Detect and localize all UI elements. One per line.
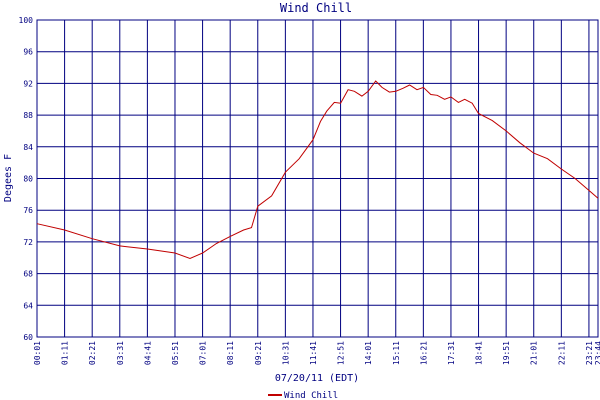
x-tick-label: 14:01: [364, 341, 373, 365]
y-tick-label: 92: [23, 79, 33, 88]
x-tick-label: 11:41: [309, 341, 318, 365]
x-tick-label: 00:01: [33, 341, 42, 365]
x-tick-label: 21:01: [530, 341, 539, 365]
y-tick-label: 60: [23, 333, 33, 342]
y-tick-label: 88: [23, 111, 33, 120]
y-tick-label: 80: [23, 175, 33, 184]
y-tick-label: 100: [19, 16, 34, 25]
legend-label: Wind Chill: [284, 391, 338, 400]
x-tick-label: 03:31: [116, 341, 125, 365]
x-tick-label: 02:21: [88, 341, 97, 365]
x-tick-label: 17:31: [447, 341, 456, 365]
y-tick-label: 72: [23, 238, 33, 247]
data-line: [36, 80, 599, 260]
x-tick-label: 16:21: [419, 341, 428, 365]
x-tick-label: 08:11: [226, 341, 235, 365]
x-tick-label: 18:41: [475, 341, 484, 365]
y-axis-label: Degees F: [3, 154, 14, 202]
x-axis-label: 07/20/11 (EDT): [275, 373, 359, 384]
x-tick-label: 23:44: [594, 341, 600, 365]
y-tick-label: 64: [23, 301, 33, 310]
x-tick-label: 07:01: [199, 341, 208, 365]
chart-title: Wind Chill: [280, 1, 352, 15]
x-tick-label: 05:51: [171, 341, 180, 365]
x-tick-label: 10:31: [281, 341, 290, 365]
x-tick-label: 12:51: [337, 341, 346, 365]
x-tick-label: 23:21: [585, 341, 594, 365]
y-tick-label: 68: [23, 270, 33, 279]
y-tick-label: 76: [23, 206, 33, 215]
x-tick-label: 01:11: [61, 341, 70, 365]
y-tick-label: 96: [23, 48, 33, 57]
x-tick-label: 15:11: [392, 341, 401, 365]
x-tick-label: 09:21: [254, 341, 263, 365]
x-tick-label: 19:51: [502, 341, 511, 365]
x-tick-label: 04:41: [143, 341, 152, 365]
x-tick-label: 22:11: [557, 341, 566, 365]
y-tick-label: 84: [23, 143, 33, 152]
